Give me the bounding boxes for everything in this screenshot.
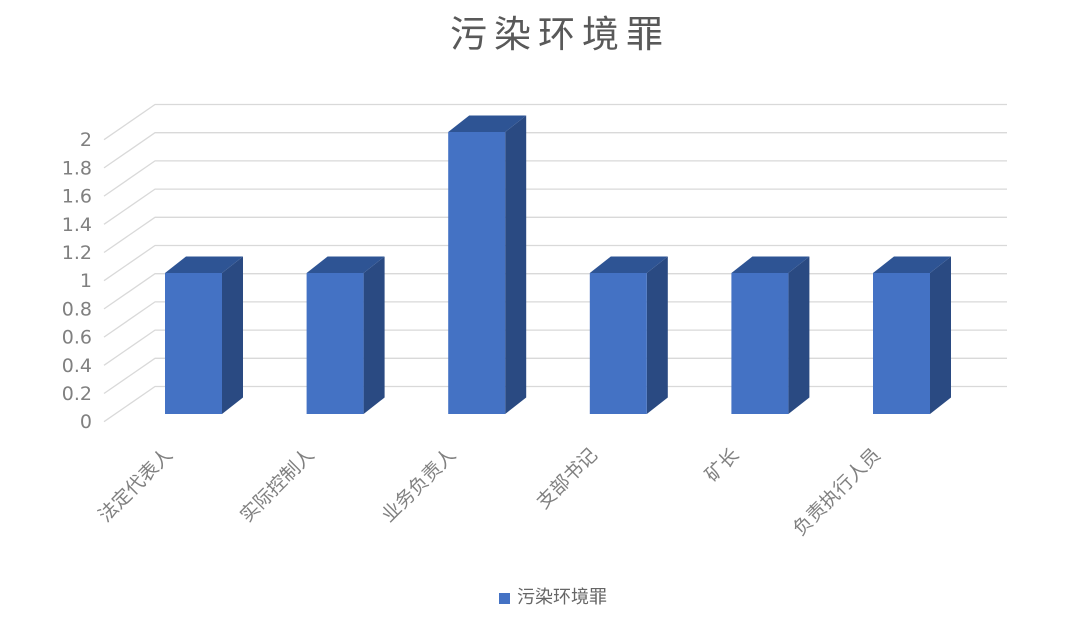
x-axis-category-label: 矿长 <box>701 444 743 486</box>
gridline <box>103 160 1007 197</box>
bar-front-face <box>306 273 364 414</box>
gridline <box>103 385 1007 423</box>
gridline <box>103 301 1007 338</box>
y-axis-tick-label: 0.6 <box>62 327 92 349</box>
x-axis-category-label: 业务负责人 <box>377 444 460 527</box>
bar-top-face <box>306 256 385 273</box>
bar[interactable] <box>589 256 668 415</box>
y-axis-tick-label: 1 <box>80 270 92 292</box>
bar-side-face <box>222 256 243 414</box>
y-axis-tick-label: 0.8 <box>62 298 92 320</box>
y-axis-tick-label: 0 <box>80 411 92 433</box>
gridline <box>103 216 1007 254</box>
bar[interactable] <box>731 256 810 415</box>
bar-side-face <box>505 115 527 414</box>
bar[interactable] <box>448 115 527 415</box>
bar-front-face <box>165 273 222 414</box>
bar-top-face <box>589 256 668 273</box>
legend-swatch-icon <box>499 592 510 604</box>
chart-title: 污染环境罪 <box>450 13 670 56</box>
y-axis-tick-label: 1.2 <box>62 242 92 264</box>
y-axis-tick-label: 1.8 <box>62 157 92 179</box>
y-axis-tick-label: 0.2 <box>62 383 92 405</box>
bar-top-face <box>165 256 243 273</box>
gridline <box>103 103 1007 141</box>
bar-side-face <box>788 256 810 414</box>
gridline <box>103 357 1007 395</box>
bar[interactable] <box>306 256 385 415</box>
bar[interactable] <box>165 256 243 415</box>
x-axis-category-label: 负责执行人员 <box>789 444 885 540</box>
bar[interactable] <box>873 256 951 415</box>
gridline <box>103 132 1007 169</box>
x-axis-category-label: 支部书记 <box>533 444 602 513</box>
bar-front-face <box>448 132 506 414</box>
bar-side-face <box>930 256 951 414</box>
y-axis-tick-label: 1.4 <box>62 214 92 236</box>
bar-front-face <box>731 273 789 414</box>
bar-top-face <box>873 256 951 273</box>
bar-top-face <box>448 115 527 132</box>
legend[interactable]: 污染环境罪 <box>499 589 607 607</box>
bar-top-face <box>731 256 810 273</box>
bar-side-face <box>646 256 668 414</box>
bar-front-face <box>873 273 930 414</box>
bar-front-face <box>589 273 647 414</box>
gridline <box>103 188 1007 225</box>
gridline <box>103 244 1007 282</box>
legend-label: 污染环境罪 <box>517 587 607 608</box>
x-axis-category-label: 实际控制人 <box>236 444 319 527</box>
x-axis-category-label: 法定代表人 <box>94 444 177 527</box>
y-axis-tick-label: 1.6 <box>62 186 92 208</box>
bar-side-face <box>363 256 385 414</box>
gridline <box>103 329 1007 366</box>
gridline <box>103 273 1007 310</box>
y-axis-tick-label: 0.4 <box>62 355 92 377</box>
y-axis-tick-label: 2 <box>80 129 92 151</box>
